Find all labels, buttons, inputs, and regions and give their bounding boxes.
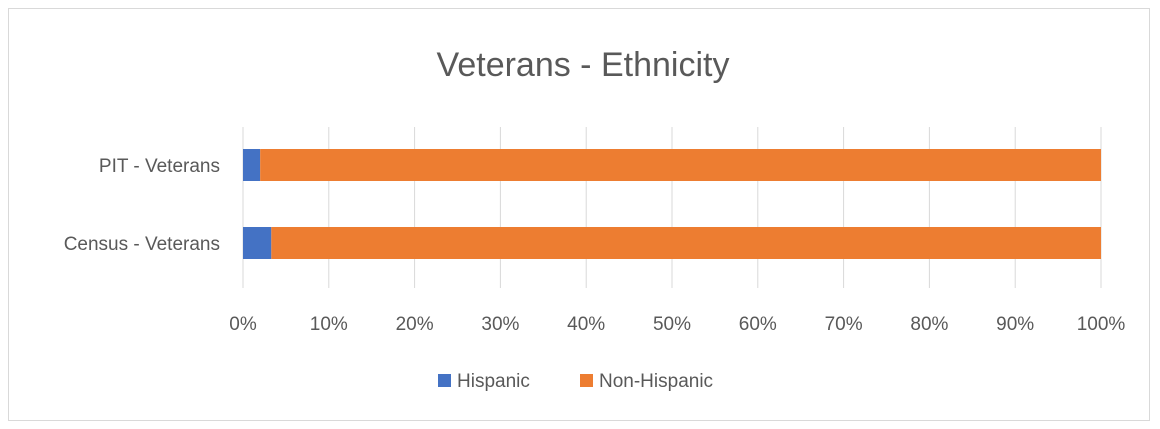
x-tick-label: 30%: [481, 314, 519, 335]
legend-label-hispanic: Hispanic: [457, 371, 530, 392]
legend-label-non-hispanic: Non-Hispanic: [599, 371, 713, 392]
x-tick-label: 20%: [396, 314, 434, 335]
bar-non-hispanic-2: [271, 227, 1102, 259]
legend-swatch-non-hispanic: [580, 374, 593, 387]
bar-hispanic-2: [243, 227, 272, 259]
chart-title: Veterans - Ethnicity: [437, 46, 730, 84]
x-tick-label: 100%: [1077, 314, 1126, 335]
category-label: Census - Veterans: [64, 234, 220, 255]
x-tick-label: 90%: [996, 314, 1034, 335]
x-tick-label: 60%: [739, 314, 777, 335]
x-tick-label: 50%: [653, 314, 691, 335]
bar-hispanic-1: [243, 149, 261, 181]
x-tick-label: 0%: [229, 314, 257, 335]
x-tick-label: 40%: [567, 314, 605, 335]
x-tick-label: 70%: [825, 314, 863, 335]
x-tick-label: 80%: [910, 314, 948, 335]
legend-swatch-hispanic: [438, 374, 451, 387]
chart-frame: [8, 8, 1150, 421]
x-tick-label: 10%: [310, 314, 348, 335]
bar-non-hispanic-1: [260, 149, 1101, 181]
category-label: PIT - Veterans: [99, 156, 220, 177]
